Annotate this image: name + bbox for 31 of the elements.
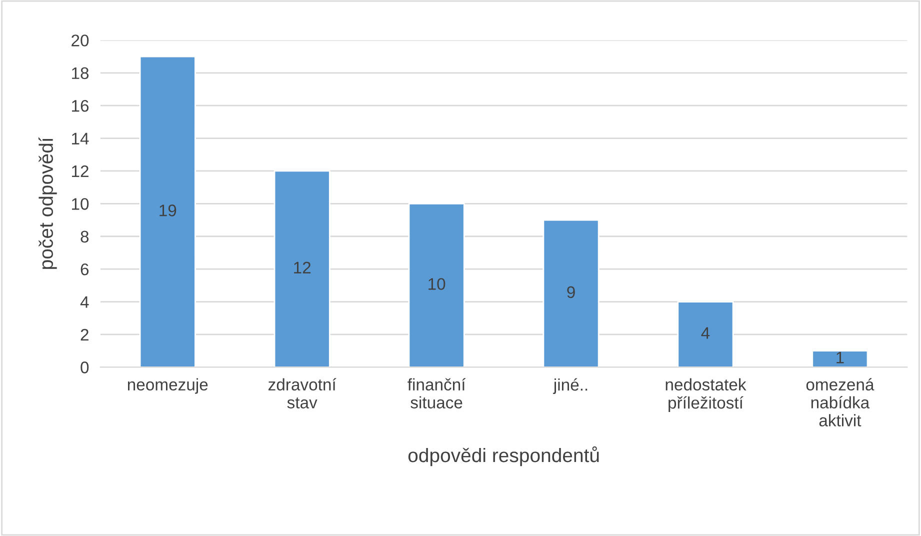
data-label: 10: [428, 278, 446, 290]
x-tick-label: neomezuje: [128, 378, 208, 394]
x-axis-title: odpovědi respondentů: [408, 446, 599, 466]
y-tick-label: 18: [72, 67, 89, 80]
y-tick-label: 6: [80, 263, 89, 276]
y-tick-label: 8: [80, 230, 89, 243]
bar: [677, 301, 734, 368]
x-tick-label: jiné..: [553, 378, 588, 394]
y-tick-label: 10: [72, 198, 89, 210]
y-tick-label: 2: [80, 328, 88, 341]
data-label: 19: [160, 204, 176, 216]
x-tick-label: zdravotní stav: [268, 378, 336, 408]
y-axis-title: počet odpovědí: [38, 137, 57, 269]
data-label: 1: [836, 352, 844, 364]
bar: [139, 56, 196, 368]
y-tick-label: 14: [72, 132, 89, 144]
x-tick-label: nedostatek příležitostí: [666, 378, 746, 412]
y-tick-label: 0: [80, 362, 89, 374]
bar: [274, 170, 330, 368]
bar: [542, 219, 600, 368]
y-tick-label: 4: [80, 296, 89, 308]
data-label: 9: [567, 286, 575, 298]
data-label: 4: [701, 327, 710, 339]
data-label: 12: [294, 262, 311, 274]
bar: [408, 202, 465, 368]
y-tick-label: 16: [72, 100, 89, 112]
y-tick-label: 12: [72, 165, 88, 178]
y-tick-label: 20: [72, 34, 89, 46]
x-tick-label: omezená nabídka aktivit: [806, 378, 874, 426]
x-tick-label: finanční situace: [408, 378, 466, 408]
bar: [812, 350, 868, 368]
